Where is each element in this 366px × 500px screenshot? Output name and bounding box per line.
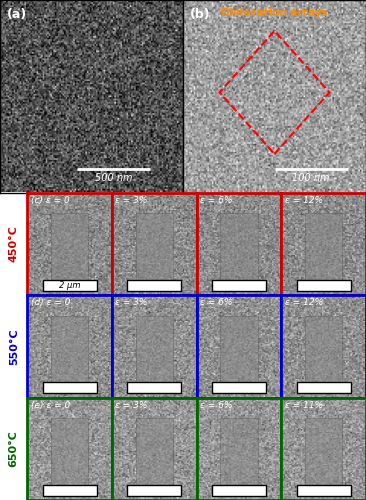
Text: ε = 12%: ε = 12% <box>285 196 323 204</box>
Text: 450°C: 450°C <box>9 226 19 262</box>
Text: 100 nm: 100 nm <box>292 174 330 183</box>
Bar <box>296 280 351 291</box>
FancyBboxPatch shape <box>51 316 89 385</box>
FancyBboxPatch shape <box>136 316 173 385</box>
Text: 650°C: 650°C <box>9 430 19 467</box>
Text: 550°C: 550°C <box>9 328 19 364</box>
Text: ε = 6%: ε = 6% <box>200 298 232 307</box>
Text: (d) ε = 0: (d) ε = 0 <box>31 298 70 307</box>
Bar <box>296 382 351 394</box>
Bar <box>212 280 266 291</box>
Text: (b): (b) <box>190 8 211 20</box>
FancyBboxPatch shape <box>51 213 89 282</box>
Bar <box>43 484 97 496</box>
Bar <box>43 382 97 394</box>
FancyBboxPatch shape <box>136 418 173 488</box>
Text: ε = 3%: ε = 3% <box>116 400 148 409</box>
Text: 2 μm: 2 μm <box>59 281 81 290</box>
Bar <box>212 382 266 394</box>
Text: ε = 6%: ε = 6% <box>200 400 232 409</box>
Text: 500 nm: 500 nm <box>95 174 132 183</box>
FancyBboxPatch shape <box>220 316 258 385</box>
Text: ε = 3%: ε = 3% <box>116 196 148 204</box>
FancyBboxPatch shape <box>305 213 342 282</box>
Text: (c) ε = 0: (c) ε = 0 <box>31 196 70 204</box>
FancyBboxPatch shape <box>305 418 342 488</box>
Bar <box>212 484 266 496</box>
FancyBboxPatch shape <box>220 213 258 282</box>
Text: ε = 3%: ε = 3% <box>116 298 148 307</box>
FancyBboxPatch shape <box>51 418 89 488</box>
Text: ε = 11%: ε = 11% <box>285 400 323 409</box>
FancyBboxPatch shape <box>220 418 258 488</box>
FancyBboxPatch shape <box>305 316 342 385</box>
FancyBboxPatch shape <box>136 213 173 282</box>
Text: Dislocation arrays: Dislocation arrays <box>221 8 328 18</box>
Text: ε = 12%: ε = 12% <box>285 298 323 307</box>
Bar <box>127 280 182 291</box>
Text: ε = 6%: ε = 6% <box>200 196 232 204</box>
Text: (a): (a) <box>7 8 27 20</box>
Bar <box>296 484 351 496</box>
Bar <box>127 382 182 394</box>
Text: (e) ε = 0: (e) ε = 0 <box>31 400 70 409</box>
Bar <box>127 484 182 496</box>
Bar <box>43 280 97 291</box>
